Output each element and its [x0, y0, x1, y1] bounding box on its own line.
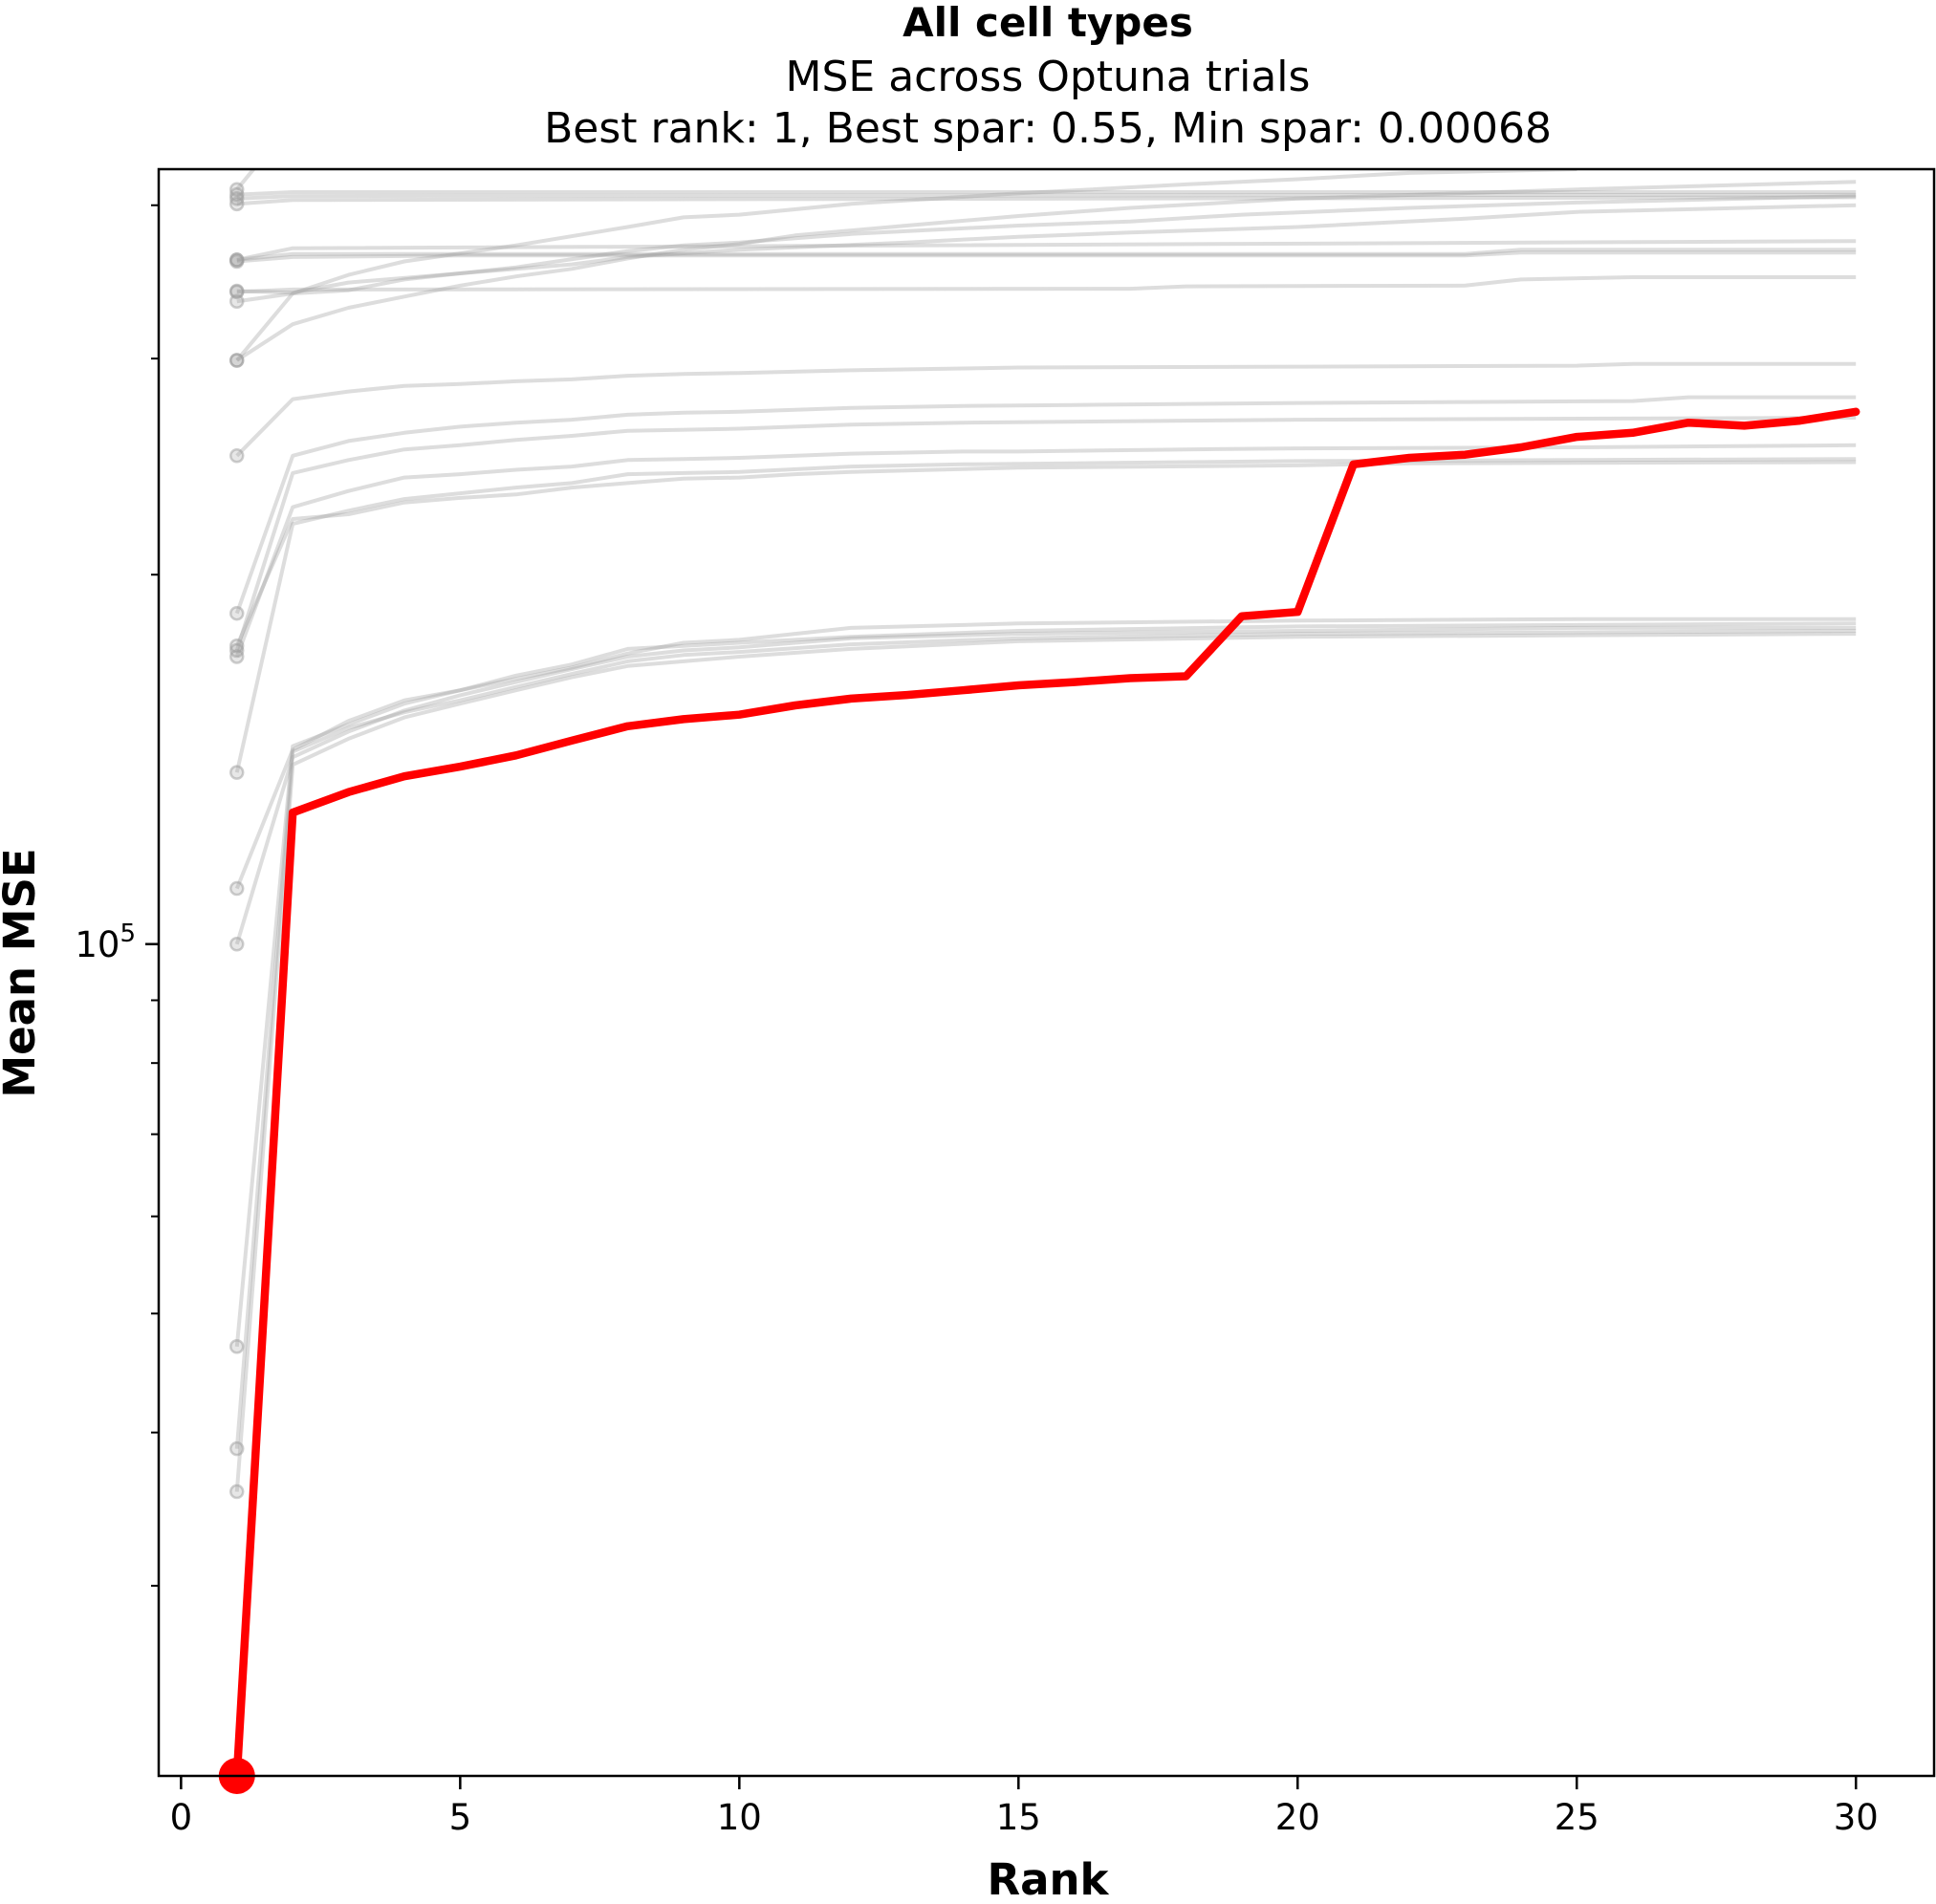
trial-line-2: [236, 195, 1857, 206]
trial-line-13: [234, 395, 1857, 615]
trial-series-group: [229, 169, 1857, 1500]
chart-subtitle-2: Best rank: 1, Best spar: 0.55, Min spar:…: [544, 104, 1552, 153]
x-axis: 0 5 10 15 20 25 30: [170, 1776, 1879, 1838]
trial-line-20: [234, 621, 1857, 1347]
trial-line-7: [236, 275, 1857, 294]
trial-start-marker-8: [229, 283, 245, 299]
trial-start-marker-16: [229, 765, 245, 780]
trial-start-marker-12: [229, 448, 245, 464]
trial-line-21: [234, 629, 1857, 1449]
best-trial-line: [232, 407, 1860, 1781]
trial-start-marker-3: [229, 182, 245, 197]
trial-start-marker-21: [229, 1440, 245, 1457]
x-tick-label: 20: [1275, 1797, 1320, 1838]
trial-start-marker-18: [229, 880, 245, 897]
trial-line-19: [234, 625, 1857, 945]
trial-line-22: [234, 632, 1857, 1492]
y-tick-label: 105: [75, 920, 136, 965]
trial-start-marker-22: [229, 1483, 245, 1500]
trial-start-marker-17: [229, 638, 245, 654]
plot-frame: [157, 167, 1936, 1778]
x-tick-label: 5: [449, 1797, 472, 1838]
x-tick-label: 30: [1834, 1797, 1879, 1838]
trial-line-3: [235, 169, 255, 191]
trial-line-6: [236, 248, 1857, 262]
trial-line-0: [236, 190, 1857, 197]
trial-start-marker-9: [229, 293, 245, 310]
trial-line-9: [236, 194, 1857, 304]
trial-start-marker-6: [229, 252, 245, 268]
x-tick-label: 25: [1555, 1797, 1599, 1838]
trial-line-14: [234, 416, 1857, 652]
x-tick-label: 10: [717, 1797, 762, 1838]
trial-line-4: [236, 239, 1857, 262]
x-tick-label: 0: [170, 1797, 193, 1838]
trial-start-marker-20: [229, 1339, 245, 1354]
trial-line-17: [234, 460, 1857, 647]
x-tick-label: 15: [996, 1797, 1041, 1838]
trial-start-marker-13: [229, 605, 245, 621]
trial-start-marker-2: [229, 196, 245, 212]
trial-line-8: [236, 203, 1857, 295]
trial-line-15: [234, 443, 1857, 658]
y-axis-label: Mean MSE: [0, 848, 45, 1097]
trial-line-5: [236, 250, 1857, 264]
trial-start-marker-11: [229, 353, 245, 368]
trial-line-16: [234, 457, 1857, 773]
chart-subtitle-1: MSE across Optuna trials: [786, 53, 1311, 101]
trial-line-10: [235, 180, 1857, 362]
trial-line-1: [236, 192, 1857, 201]
chart-title: All cell types: [903, 0, 1193, 46]
trial-start-marker-19: [229, 937, 245, 952]
trial-line-18: [234, 617, 1857, 890]
trial-line-11: [235, 169, 1577, 362]
trial-line-12: [235, 361, 1857, 458]
y-axis: 105: [75, 204, 159, 1588]
trial-start-marker-15: [229, 649, 245, 664]
x-axis-label: Rank: [988, 1854, 1110, 1904]
